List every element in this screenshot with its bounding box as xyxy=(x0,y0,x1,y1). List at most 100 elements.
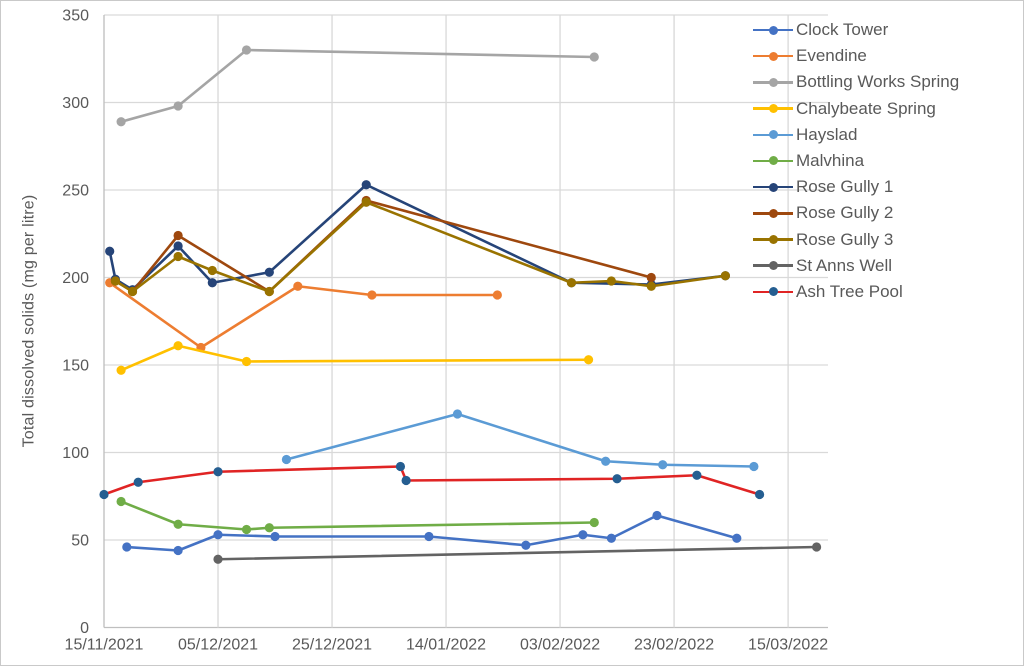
legend-label: Ash Tree Pool xyxy=(796,281,903,301)
data-point-chalybeate-spring xyxy=(116,365,126,375)
chart-legend: Clock Tower Evendine Bottling Works Spring… xyxy=(753,20,959,302)
x-tick-label: 14/01/2022 xyxy=(406,637,486,654)
y-tick-label: 0 xyxy=(80,620,89,637)
data-point-clock-tower xyxy=(578,530,588,540)
y-tick-label: 300 xyxy=(62,95,89,112)
data-point-rose-gully-3 xyxy=(173,251,183,262)
data-point-chalybeate-spring xyxy=(173,341,183,351)
data-point-clock-tower xyxy=(521,540,531,550)
legend-marker-icon xyxy=(753,177,793,197)
legend-marker-icon xyxy=(753,230,793,250)
data-point-hayslad xyxy=(452,409,463,419)
data-point-bottling-works-spring xyxy=(116,117,126,127)
y-tick-label: 150 xyxy=(62,358,89,375)
data-point-malvhina xyxy=(264,523,274,533)
data-point-st-anns-well xyxy=(213,554,223,564)
y-tick-label: 100 xyxy=(62,445,89,462)
series-line-clock-tower xyxy=(125,514,739,552)
data-point-hayslad xyxy=(601,456,611,466)
data-point-hayslad xyxy=(749,461,759,472)
data-point-rose-gully-1 xyxy=(264,267,274,277)
legend-marker-icon xyxy=(753,151,793,171)
legend-label: Chalybeate Spring xyxy=(796,98,936,118)
legend-label: Malvhina xyxy=(796,150,865,170)
legend-marker-icon xyxy=(753,203,793,223)
data-point-rose-gully-3 xyxy=(361,197,371,207)
legend-dot-sample xyxy=(768,208,778,218)
x-tick-label: 03/02/2022 xyxy=(520,637,600,654)
data-point-chalybeate-spring xyxy=(241,356,252,367)
legend-item-ash-tree-pool: Ash Tree Pool xyxy=(753,282,959,302)
data-point-ash-tree-pool xyxy=(401,475,411,486)
y-tick-label: 350 xyxy=(62,8,89,25)
series-line-evendine xyxy=(108,281,499,349)
data-point-evendine xyxy=(293,281,303,291)
legend-dot-sample xyxy=(768,77,778,87)
legend-label: Hayslad xyxy=(796,124,858,144)
legend-marker-icon xyxy=(753,46,793,66)
data-point-rose-gully-3 xyxy=(606,276,616,286)
legend-item-rose-gully-2: Rose Gully 2 xyxy=(753,203,959,223)
data-point-clock-tower xyxy=(606,533,616,543)
data-point-clock-tower xyxy=(652,510,662,521)
y-tick-label: 50 xyxy=(71,533,89,550)
data-point-malvhina xyxy=(589,517,599,528)
legend-dot-sample xyxy=(768,287,778,297)
data-point-bottling-works-spring xyxy=(173,101,183,111)
legend-item-evendine: Evendine xyxy=(753,46,959,66)
legend-marker-icon xyxy=(753,99,793,119)
legend-label: St Anns Well xyxy=(796,255,893,275)
legend-item-rose-gully-3: Rose Gully 3 xyxy=(753,230,959,250)
data-point-clock-tower xyxy=(122,542,132,552)
legend-item-bottling-works-spring: Bottling Works Spring xyxy=(753,72,959,92)
data-point-ash-tree-pool xyxy=(754,489,765,500)
data-point-bottling-works-spring xyxy=(241,45,252,55)
legend-dot-sample xyxy=(768,130,778,140)
data-point-bottling-works-spring xyxy=(589,52,599,62)
legend-item-clock-tower: Clock Tower xyxy=(753,20,959,40)
legend-label: Evendine xyxy=(796,46,867,66)
data-point-hayslad xyxy=(658,460,668,470)
data-point-rose-gully-3 xyxy=(110,276,121,286)
data-point-rose-gully-2 xyxy=(646,272,656,283)
legend-label: Bottling Works Spring xyxy=(796,72,960,92)
series-line-rose-gully-1 xyxy=(108,183,727,292)
data-point-malvhina xyxy=(116,496,126,507)
data-point-hayslad xyxy=(281,454,292,465)
legend-label: Rose Gully 3 xyxy=(796,229,894,249)
data-point-evendine xyxy=(367,290,377,300)
x-tick-label: 15/03/2022 xyxy=(748,637,828,654)
series-line-hayslad xyxy=(285,412,756,468)
data-point-rose-gully-2 xyxy=(173,230,183,241)
series-line-rose-gully-3 xyxy=(114,200,727,293)
data-point-rose-gully-1 xyxy=(207,278,217,288)
legend-dot-sample xyxy=(768,104,778,114)
data-point-clock-tower xyxy=(732,533,742,543)
y-tick-label: 250 xyxy=(62,183,89,200)
legend-marker-icon xyxy=(753,282,793,302)
legend-dot-sample xyxy=(768,235,778,244)
data-point-ash-tree-pool xyxy=(395,461,406,472)
data-point-rose-gully-3 xyxy=(127,286,138,297)
legend-item-st-anns-well: St Anns Well xyxy=(753,256,959,276)
data-point-ash-tree-pool xyxy=(612,474,622,484)
legend-label: Rose Gully 2 xyxy=(796,203,894,223)
data-point-rose-gully-3 xyxy=(264,286,274,297)
legend-dot-sample xyxy=(768,261,778,271)
series-line-malvhina xyxy=(119,500,596,531)
legend-dot-sample xyxy=(768,25,778,35)
legend-dot-sample xyxy=(768,156,778,166)
x-tick-label: 25/12/2021 xyxy=(292,637,372,654)
legend-dot-sample xyxy=(768,51,778,61)
data-point-evendine xyxy=(492,290,502,300)
series-line-ash-tree-pool xyxy=(102,465,761,496)
series-line-chalybeate-spring xyxy=(119,344,590,372)
data-point-rose-gully-1 xyxy=(361,180,371,190)
data-point-rose-gully-1 xyxy=(105,246,115,256)
data-point-st-anns-well xyxy=(811,542,822,552)
legend-item-hayslad: Hayslad xyxy=(753,125,959,145)
legend-marker-icon xyxy=(753,20,793,40)
x-tick-label: 05/12/2021 xyxy=(178,637,258,654)
